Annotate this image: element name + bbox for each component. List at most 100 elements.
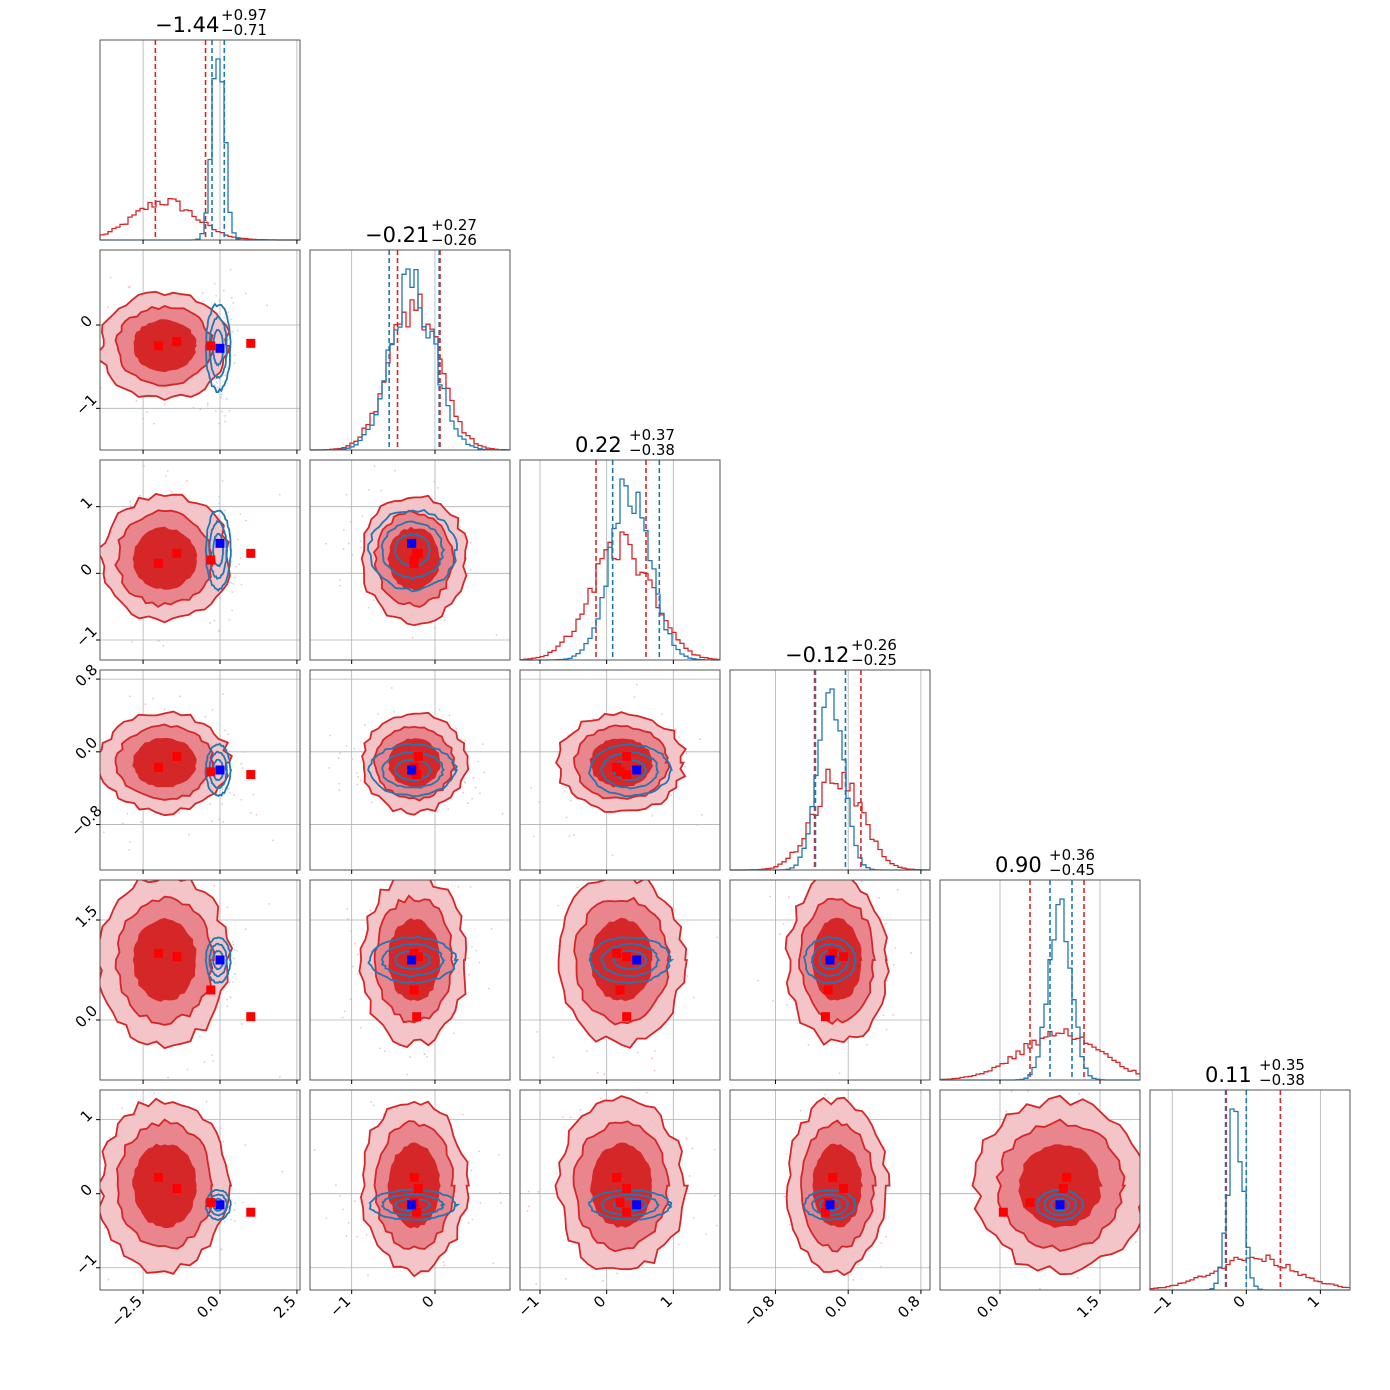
sample-point (109, 1136, 111, 1139)
marker-red (246, 1207, 256, 1217)
tick-label-y: 0 (77, 312, 96, 331)
tick-label-y: 1.5 (72, 902, 102, 932)
sample-point (103, 1226, 106, 1229)
sample-point (453, 1032, 455, 1035)
panel-title-minus: −0.26 (431, 231, 477, 249)
sample-point (325, 542, 327, 545)
sample-point (80, 771, 82, 773)
sample-point (71, 851, 73, 853)
sample-point (1145, 1159, 1147, 1161)
marker-blue (407, 538, 417, 548)
sample-point (221, 788, 224, 791)
tick-label-y: 0.8 (72, 661, 102, 691)
sample-point (670, 794, 673, 797)
sample-point (815, 1084, 817, 1086)
sample-point (556, 904, 559, 907)
sample-point (886, 980, 888, 982)
sample-point (268, 902, 271, 905)
sample-point (121, 1107, 124, 1110)
marker-red (413, 952, 423, 962)
sample-point (1076, 1276, 1079, 1279)
sample-point (714, 1194, 717, 1197)
contour-blue (1043, 1193, 1078, 1217)
sample-point (1038, 1288, 1041, 1290)
sample-point (244, 928, 247, 931)
histogram-red (730, 768, 930, 871)
tick-label-x: −0.8 (740, 1292, 778, 1330)
sample-point (217, 514, 219, 517)
tick-label-y: −1 (72, 391, 100, 419)
sample-point (785, 1152, 788, 1155)
sample-point (201, 292, 204, 294)
sample-point (229, 996, 232, 999)
tick-label-x: −1 (326, 1292, 354, 1320)
sample-point (278, 493, 281, 496)
sample-point (616, 1272, 619, 1275)
sample-point (536, 1030, 538, 1033)
sample-point (345, 493, 348, 496)
contour-blue (367, 508, 458, 593)
sample-point (208, 803, 211, 805)
sample-point (1027, 1090, 1030, 1093)
panel-2d (757, 880, 913, 1075)
sample-point (880, 1266, 882, 1268)
sample-point (586, 1050, 588, 1053)
marker-red (153, 341, 163, 351)
marker-red (612, 948, 622, 958)
sample-point (223, 1220, 226, 1223)
tick-label-y: 1 (77, 493, 96, 512)
sample-point (225, 398, 228, 400)
sample-point (339, 1194, 341, 1197)
marker-red (612, 762, 622, 772)
sample-point (129, 500, 132, 503)
marker-red (413, 751, 423, 761)
sample-point (1066, 1332, 1068, 1334)
marker-red (622, 751, 632, 761)
marker-blue (407, 1200, 417, 1210)
sample-point (135, 399, 138, 402)
sample-point (199, 408, 202, 411)
sample-point (153, 1092, 155, 1095)
sample-point (618, 1292, 620, 1294)
sample-point (1010, 1090, 1013, 1093)
sample-point (633, 696, 636, 698)
marker-red (412, 548, 422, 558)
sample-point (240, 1023, 243, 1025)
sample-point (144, 703, 147, 706)
sample-point (102, 831, 105, 834)
sample-point (797, 1123, 800, 1126)
sample-point (223, 316, 226, 319)
marker-blue (632, 955, 642, 965)
panel-2d (328, 687, 504, 870)
sample-point (164, 475, 167, 477)
sample-point (569, 799, 572, 802)
sample-point (380, 489, 383, 492)
sample-point (288, 872, 290, 874)
sample-point (443, 619, 446, 622)
marker-red (412, 1012, 422, 1022)
tick-label-x: 0.0 (193, 1292, 223, 1322)
sample-point (338, 789, 341, 791)
panel-title-plus: +0.97 (221, 6, 267, 24)
sample-point (373, 465, 376, 468)
sample-point (769, 895, 772, 898)
sample-point (779, 933, 781, 935)
sample-point (369, 909, 372, 912)
sample-point (179, 695, 182, 698)
sample-point (603, 1073, 606, 1075)
sample-point (224, 420, 227, 423)
contour-red (132, 526, 198, 590)
sample-point (220, 1248, 223, 1251)
panel-2d (80, 693, 274, 851)
sample-point (468, 973, 470, 976)
sample-point (661, 713, 664, 715)
sample-point (163, 403, 166, 406)
sample-point (204, 715, 207, 718)
marker-red (206, 341, 216, 351)
sample-point (93, 364, 95, 366)
sample-point (356, 783, 359, 786)
sample-point (442, 1261, 445, 1263)
sample-point (701, 813, 703, 816)
contour-blue (380, 942, 446, 978)
sample-point (243, 751, 246, 753)
